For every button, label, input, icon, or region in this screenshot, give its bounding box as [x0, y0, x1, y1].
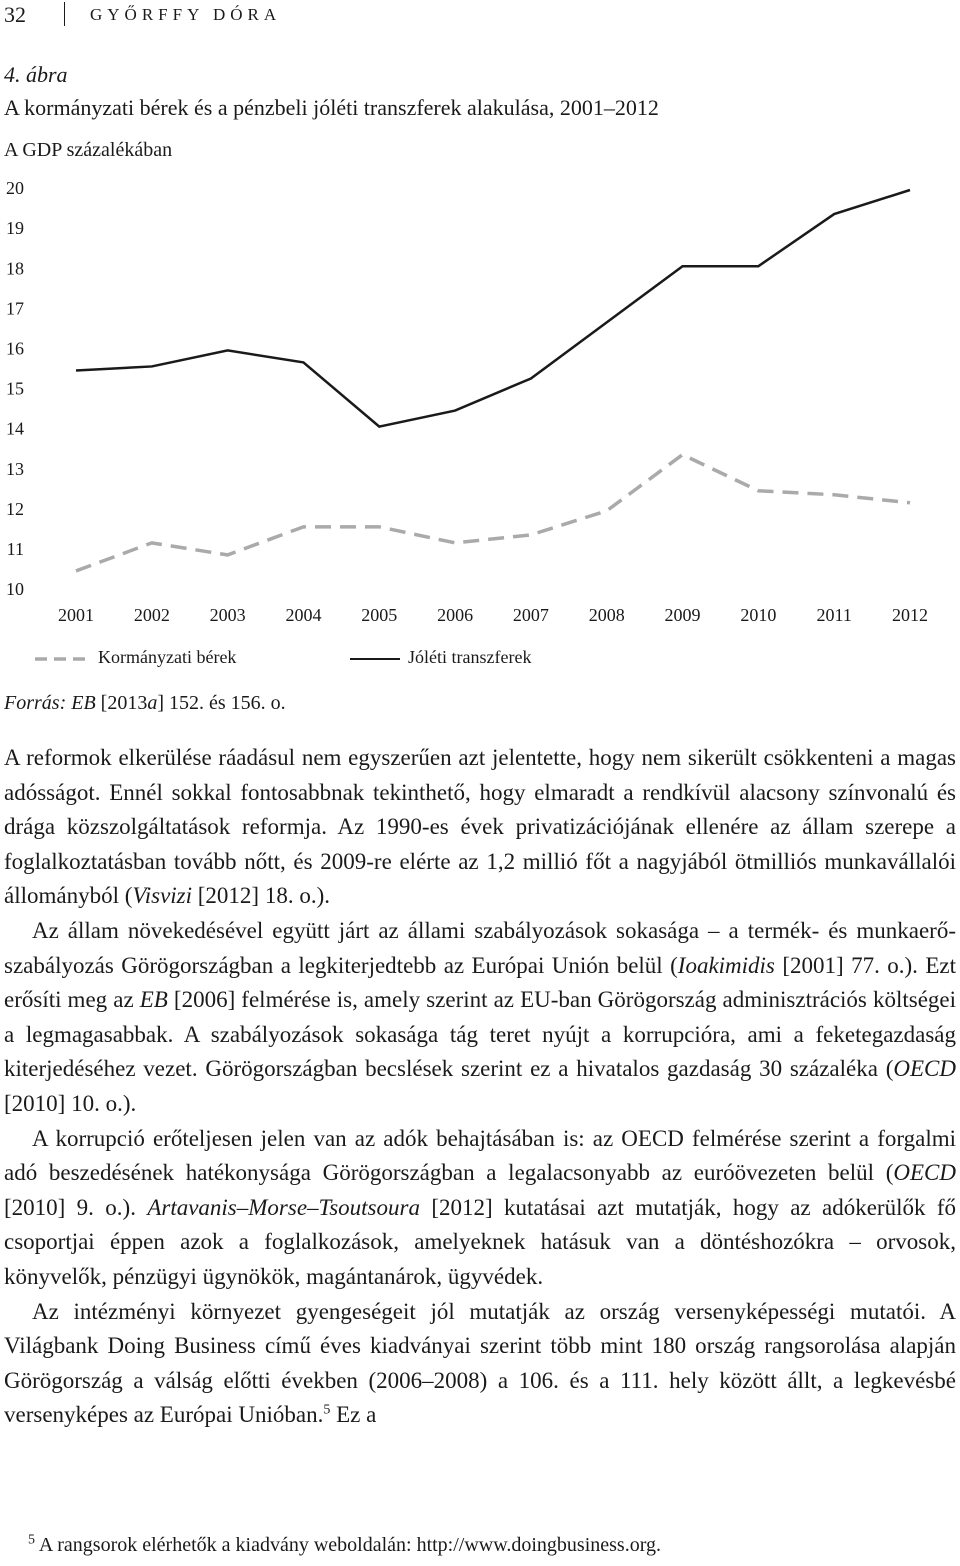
- paragraph: Az intézményi környezet gyengeségeit jól…: [4, 1295, 956, 1433]
- y-tick-label: 13: [6, 459, 24, 479]
- x-tick-label: 2002: [134, 605, 170, 625]
- body-text: A reformok elkerülése ráadásul nem egysz…: [4, 741, 956, 1433]
- y-tick-label: 20: [6, 178, 24, 198]
- text: [2010] 10. o.).: [4, 1090, 137, 1116]
- y-tick-label: 11: [7, 539, 24, 559]
- source-part: Forrás: EB: [4, 692, 96, 714]
- x-tick-label: 2004: [285, 605, 321, 625]
- chart: 10 11 12 13 14 15 16 17 18 19 20 2001 2002 2003 2004 20…: [6, 178, 928, 667]
- x-tick-label: 2006: [437, 605, 473, 625]
- x-tick-label: 2009: [665, 605, 701, 625]
- x-tick-label: 2007: [513, 605, 549, 625]
- y-tick-label: 16: [6, 339, 24, 359]
- figure-title: A kormányzati bérek és a pénzbeli jóléti…: [4, 95, 659, 120]
- x-tick-label: 2005: [361, 605, 397, 625]
- y-tick-label: 10: [6, 579, 24, 599]
- data-line: [75, 188, 911, 428]
- x-tick-label: 2012: [892, 605, 928, 625]
- x-tick-label: 2001: [58, 605, 94, 625]
- text: Az állam növekedésével együtt járt az ál…: [4, 917, 956, 978]
- text: [2006] felmérése is, amely szerint az EU…: [4, 987, 956, 1082]
- italic-text: OECD: [893, 1160, 956, 1186]
- x-tick-label: 2008: [589, 605, 625, 625]
- y-tick-label: 15: [6, 379, 24, 399]
- italic-text: OECD: [893, 1056, 956, 1082]
- x-tick-label: 2010: [740, 605, 776, 625]
- text: A korrupció erőteljesen jelen van az adó…: [4, 1125, 956, 1186]
- legend-label: Jóléti transzferek: [408, 647, 531, 667]
- italic-text: EB: [139, 987, 168, 1013]
- x-tick-label: 2003: [210, 605, 246, 625]
- page-number: 32: [4, 2, 26, 27]
- paragraph: A reformok elkerülése ráadásul nem egysz…: [4, 741, 956, 914]
- paragraph: A korrupció erőteljesen jelen van az adó…: [4, 1122, 956, 1295]
- italic-text: Artavanis–Morse–Tsoutsoura: [147, 1194, 420, 1220]
- figure-source: Forrás: EB [2013a] 152. és 156. o.: [4, 692, 286, 715]
- y-tick-label: 19: [6, 218, 24, 238]
- text: Ez a: [330, 1402, 377, 1428]
- text: A reformok elkerülése ráadásul nem egysz…: [4, 745, 956, 909]
- y-tick-label: 14: [6, 419, 24, 439]
- source-part: [2013: [95, 692, 148, 714]
- y-tick-label: 17: [6, 298, 24, 318]
- footnote: 5 A rangsorok elérhetők a kiadvány webol…: [28, 1532, 662, 1557]
- figure-label: 4. ábra: [4, 62, 68, 87]
- italic-text: Visvizi: [132, 883, 193, 909]
- text: [2012] kutatásai azt mutatják, hogy az a…: [4, 1194, 956, 1289]
- header-divider: [64, 2, 65, 26]
- paragraph: Az állam növekedésével együtt járt az ál…: [4, 914, 956, 1122]
- footnote-number: 5: [28, 1532, 35, 1548]
- footnote-text: A rangsorok elérhetők a kiadvány webolda…: [38, 1534, 662, 1556]
- running-head: GYŐRFFY DÓRA: [90, 5, 282, 24]
- italic-text: Ioakimidis: [677, 952, 775, 978]
- data-line: [75, 452, 911, 573]
- text: Az intézményi környezet gyengeségeit jól…: [4, 1298, 956, 1428]
- source-part: ] 152. és 156. o.: [157, 692, 286, 714]
- legend-label: Kormányzati bérek: [98, 647, 236, 667]
- y-tick-label: 12: [6, 499, 24, 519]
- footnote-ref: 5: [323, 1402, 331, 1418]
- text: [2010] 9. o.).: [4, 1194, 148, 1220]
- text: [2012] 18. o.).: [192, 883, 330, 909]
- y-tick-label: 18: [6, 258, 24, 278]
- chart-subtitle: A GDP százalékában: [4, 139, 173, 161]
- x-tick-label: 2011: [817, 605, 852, 625]
- text: [2001] 77. o.). Ezt erősíti meg az: [4, 952, 956, 1013]
- source-part: a: [147, 692, 158, 714]
